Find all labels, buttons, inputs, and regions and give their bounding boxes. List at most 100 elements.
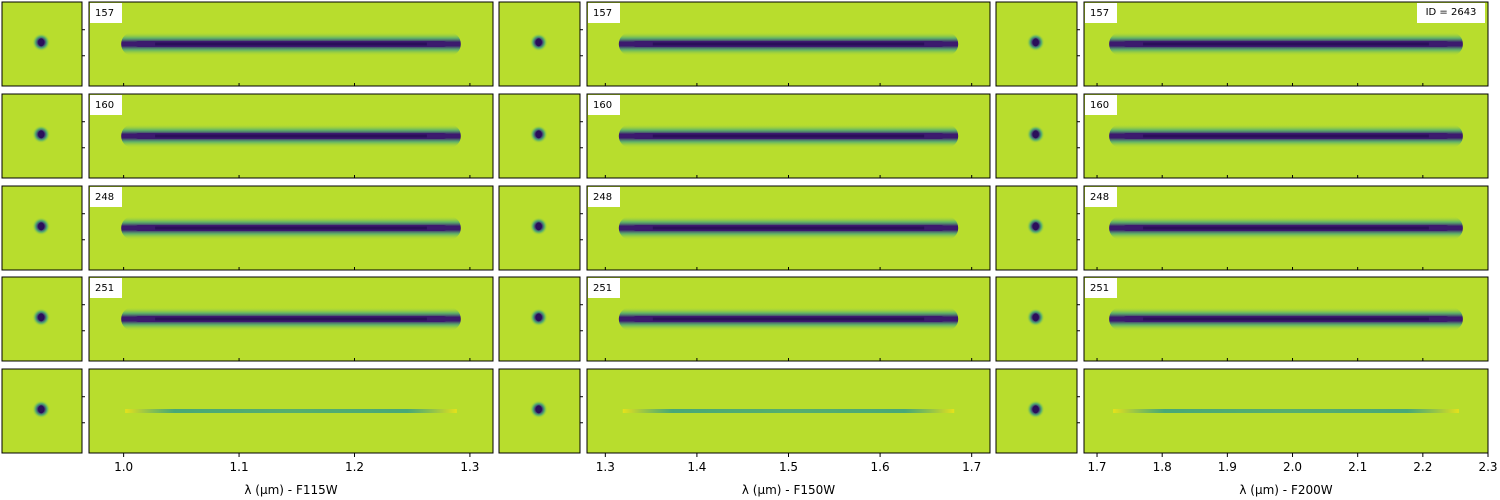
- x-tick-label: 1.3: [460, 460, 479, 474]
- row-label: 160: [1090, 100, 1109, 111]
- thumbnail-frame: [995, 93, 1078, 179]
- x-tick-label: 1.1: [230, 460, 249, 474]
- source-core: [38, 313, 45, 322]
- spectrum-frame: [1083, 368, 1489, 454]
- thumbnail-frame: [995, 368, 1078, 454]
- trace-core: [1143, 317, 1429, 321]
- trace-core: [1143, 42, 1429, 46]
- x-tick-label: 1.0: [114, 460, 133, 474]
- residual-trace: [622, 409, 955, 413]
- x-tick-label: 1.7: [962, 460, 981, 474]
- id-label-box: [1417, 3, 1485, 23]
- source-core: [38, 405, 45, 414]
- row-label-box: [588, 95, 620, 115]
- row-label: 157: [95, 8, 114, 19]
- x-tick-label: 1.7: [1087, 460, 1106, 474]
- row-label: 248: [95, 192, 114, 203]
- spectrum-frame: [1083, 1, 1489, 87]
- thumbnail-frame: [498, 93, 581, 179]
- trace-core: [155, 226, 427, 230]
- source-core: [1032, 405, 1039, 414]
- trace-core: [1143, 226, 1429, 230]
- trace-core: [652, 317, 925, 321]
- x-tick-label: 1.3: [596, 460, 615, 474]
- source-core: [535, 222, 542, 231]
- spectrum-frame: [88, 1, 494, 87]
- row-label: 248: [593, 192, 612, 203]
- thumbnail-frame: [1, 276, 83, 362]
- thumbnail-frame: [1, 185, 83, 271]
- row-label: 248: [1090, 192, 1109, 203]
- x-tick-label: 2.2: [1413, 460, 1432, 474]
- row-label: 251: [1090, 283, 1109, 294]
- id-label: ID = 2643: [1426, 7, 1477, 18]
- row-label: 160: [593, 100, 612, 111]
- trace-core: [155, 317, 427, 321]
- x-tick-label: 2.0: [1283, 460, 1302, 474]
- row-label: 251: [95, 283, 114, 294]
- spectrum-frame: [88, 185, 494, 271]
- x-axis-label: λ (μm) - F115W: [244, 483, 337, 497]
- spectrum-frame: [1083, 93, 1489, 179]
- x-axis-label: λ (μm) - F150W: [742, 483, 835, 497]
- thumbnail-frame: [498, 368, 581, 454]
- x-axis-label: λ (μm) - F200W: [1239, 483, 1332, 497]
- thumbnail-frame: [498, 276, 581, 362]
- panels-layer: [1, 1, 1489, 457]
- spectrum-frame: [88, 276, 494, 362]
- x-tick-label: 1.2: [345, 460, 364, 474]
- spectrum-frame: [1083, 276, 1489, 362]
- row-label-box: [1085, 95, 1117, 115]
- source-core: [38, 38, 45, 47]
- row-label: 157: [1090, 8, 1109, 19]
- thumbnail-frame: [498, 185, 581, 271]
- x-tick-label: 1.5: [779, 460, 798, 474]
- source-core: [535, 313, 542, 322]
- source-core: [535, 38, 542, 47]
- x-tick-label: 1.8: [1153, 460, 1172, 474]
- spectrum-frame: [1083, 185, 1489, 271]
- row-label-box: [90, 187, 122, 207]
- thumbnail-frame: [498, 1, 581, 87]
- thumbnail-frame: [1, 1, 83, 87]
- row-label: 160: [95, 100, 114, 111]
- thumbnail-frame: [1, 93, 83, 179]
- thumbnail-frame: [995, 1, 1078, 87]
- x-tick-label: 1.6: [871, 460, 890, 474]
- x-tick-label: 2.1: [1348, 460, 1367, 474]
- row-label-box: [1085, 187, 1117, 207]
- row-label-box: [588, 278, 620, 298]
- source-core: [1032, 222, 1039, 231]
- row-label-box: [90, 278, 122, 298]
- source-core: [535, 405, 542, 414]
- source-core: [38, 130, 45, 139]
- source-core: [1032, 38, 1039, 47]
- trace-core: [652, 134, 925, 138]
- row-label-box: [588, 187, 620, 207]
- source-core: [535, 130, 542, 139]
- row-label-box: [90, 95, 122, 115]
- x-tick-label: 1.4: [687, 460, 706, 474]
- row-label-box: [90, 3, 122, 23]
- trace-core: [1143, 134, 1429, 138]
- spectrum-frame: [88, 368, 494, 454]
- x-tick-label: 2.3: [1478, 460, 1497, 474]
- x-tick-label: 1.9: [1218, 460, 1237, 474]
- row-label-box: [1085, 278, 1117, 298]
- labels-layer: 157 160 248 251 1.0 1.1 1.2 1.3 λ (μm) - F115W 15…: [90, 3, 1498, 497]
- trace-core: [155, 134, 427, 138]
- thumbnail-frame: [995, 185, 1078, 271]
- source-core: [1032, 130, 1039, 139]
- source-core: [38, 222, 45, 231]
- trace-core: [652, 42, 925, 46]
- row-label: 157: [593, 8, 612, 19]
- trace-core: [155, 42, 427, 46]
- thumbnail-frame: [995, 276, 1078, 362]
- spectrum-frame: [88, 93, 494, 179]
- row-label-box: [1085, 3, 1117, 23]
- residual-trace: [1113, 409, 1459, 413]
- row-label: 251: [593, 283, 612, 294]
- trace-core: [652, 226, 925, 230]
- thumbnail-frame: [1, 368, 83, 454]
